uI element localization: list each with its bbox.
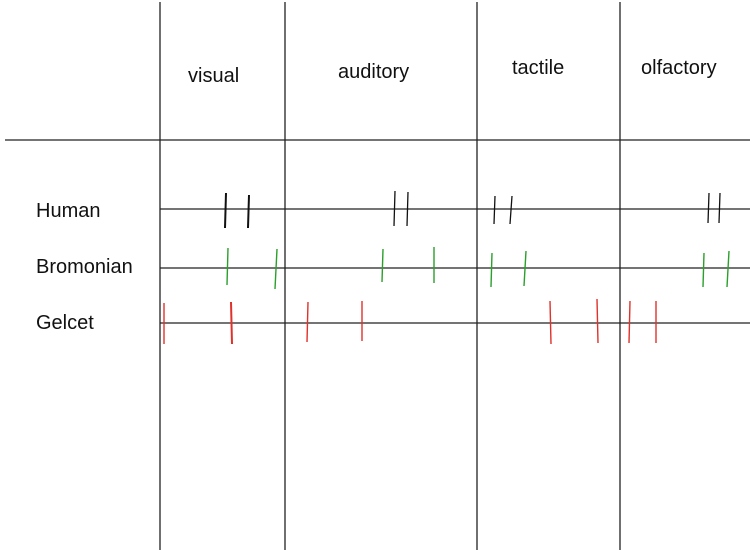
human-tactile-marker-start <box>493 195 496 225</box>
gelcet-tactile-marker-end <box>596 298 599 344</box>
bromonian-tactile-marker-start <box>490 252 493 288</box>
bromonian-auditory-marker-start <box>381 248 384 283</box>
human-olfactory-marker-start <box>707 192 710 224</box>
human-auditory-marker-end <box>406 191 409 227</box>
column-header-auditory: auditory <box>338 61 410 83</box>
gelcet-olfactory-marker-start <box>628 300 631 344</box>
human-visual-marker-end <box>247 194 250 229</box>
row-label-bromonian: Bromonian <box>36 256 133 278</box>
human-olfactory-marker-end <box>718 192 721 224</box>
human-auditory-marker-start <box>393 190 396 227</box>
human-visual-marker-start <box>224 192 227 229</box>
row-label-gelcet: Gelcet <box>36 312 94 334</box>
column-header-tactile: tactile <box>512 57 565 79</box>
gelcet-markers <box>163 298 657 345</box>
gelcet-auditory-marker-start <box>306 301 309 343</box>
bromonian-tactile-marker-end <box>523 250 527 287</box>
human-markers <box>224 190 721 229</box>
bromonian-visual-marker-start <box>226 247 229 286</box>
human-tactile-marker-end <box>509 195 513 225</box>
bromonian-visual-marker-end <box>274 248 278 290</box>
gelcet-visual-marker-end <box>230 301 233 345</box>
gelcet-tactile-marker-start <box>549 300 552 345</box>
row-label-human: Human <box>36 200 101 222</box>
column-header-visual: visual <box>188 65 240 87</box>
bromonian-olfactory-marker-end <box>726 250 730 288</box>
bromonian-markers <box>226 247 730 290</box>
bromonian-olfactory-marker-start <box>702 252 705 288</box>
column-header-olfactory: olfactory <box>641 57 717 79</box>
